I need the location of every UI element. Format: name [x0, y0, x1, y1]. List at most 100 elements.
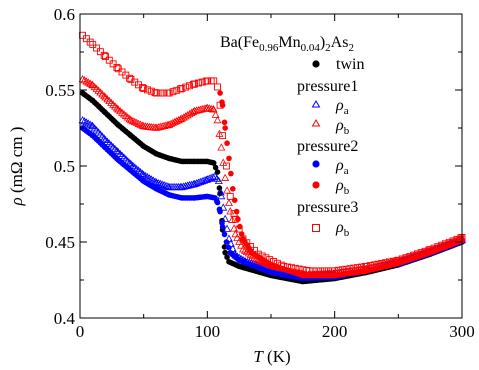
- data-point: [100, 51, 108, 59]
- data-point: [200, 176, 209, 184]
- data-point: [226, 155, 232, 162]
- legend-title-pressure3: pressure3: [297, 199, 358, 216]
- data-point: [217, 143, 226, 151]
- legend-label-p3-rho-b: ρb: [335, 219, 350, 239]
- legend-marker-p3-rho-b: [312, 224, 320, 232]
- data-point: [226, 192, 234, 200]
- data-point: [205, 104, 214, 112]
- data-point: [134, 119, 143, 127]
- data-point: [280, 262, 288, 270]
- data-point: [410, 251, 418, 259]
- data-point: [187, 180, 196, 188]
- data-point: [222, 249, 228, 256]
- data-point: [130, 117, 139, 126]
- data-point: [231, 215, 239, 223]
- data-point: [406, 252, 414, 260]
- data-point: [262, 254, 270, 262]
- data-point: [93, 44, 101, 52]
- data-point: [165, 89, 173, 97]
- data-point: [125, 158, 134, 167]
- data-point: [202, 175, 211, 183]
- data-point: [123, 113, 132, 121]
- data-point: [398, 255, 406, 263]
- data-point: [219, 132, 227, 140]
- data-point: [237, 223, 243, 230]
- data-point: [217, 90, 223, 96]
- legend-compound: Ba(Fe0.96Mn0.04)2As2: [220, 34, 354, 54]
- data-point: [144, 86, 151, 94]
- data-point: [160, 89, 168, 97]
- data-point: [394, 256, 402, 264]
- data-point: [96, 48, 104, 56]
- data-point: [100, 134, 109, 142]
- data-point: [187, 108, 196, 116]
- data-point: [417, 249, 425, 257]
- data-point: [136, 120, 145, 128]
- data-point: [179, 113, 188, 121]
- legend-label-p1-rho-b: ρb: [335, 117, 350, 137]
- data-point: [295, 265, 303, 273]
- data-point: [223, 186, 232, 194]
- data-point: [149, 176, 158, 184]
- data-point: [225, 198, 233, 207]
- data-point: [338, 266, 346, 274]
- data-point: [113, 64, 121, 71]
- data-point: [194, 79, 202, 87]
- data-point: [78, 74, 87, 83]
- series-layer: [78, 31, 466, 285]
- data-point: [203, 103, 212, 112]
- legend-title-pressure2: pressure2: [297, 138, 358, 155]
- data-point: [217, 208, 223, 215]
- data-point: [284, 263, 292, 271]
- data-point: [211, 110, 220, 118]
- data-point: [216, 188, 225, 196]
- series-twin: [79, 90, 465, 285]
- data-point: [189, 107, 198, 115]
- data-point: [128, 161, 137, 169]
- data-point: [258, 252, 266, 260]
- data-point: [231, 229, 240, 238]
- data-point: [221, 214, 230, 223]
- data-point: [228, 170, 234, 177]
- data-point: [134, 166, 143, 174]
- data-point: [100, 91, 109, 100]
- y-tick-label: 0.45: [45, 233, 75, 252]
- data-point: [317, 267, 325, 275]
- legend-marker-p1-rho-b: [311, 119, 321, 127]
- data-point: [239, 245, 247, 253]
- data-point: [223, 224, 232, 232]
- data-point: [426, 246, 434, 254]
- data-point: [86, 38, 94, 46]
- data-point: [105, 56, 113, 64]
- data-point: [287, 264, 295, 272]
- data-point: [168, 118, 177, 126]
- data-point: [209, 172, 218, 181]
- legend-label-twin: twin: [336, 56, 364, 73]
- data-point: [321, 267, 328, 275]
- data-point: [189, 80, 197, 88]
- data-point: [354, 264, 362, 272]
- data-point: [219, 102, 226, 108]
- data-point: [170, 117, 179, 126]
- data-point: [370, 261, 378, 269]
- data-point: [165, 120, 174, 128]
- data-point: [152, 89, 160, 97]
- data-point: [309, 267, 317, 275]
- data-point: [183, 111, 192, 119]
- legend-label-p1-rho-a: ρa: [335, 97, 349, 117]
- legend-marker-p2-rho-a: [312, 160, 320, 168]
- x-tick-label: 200: [322, 322, 348, 341]
- data-point: [136, 168, 145, 176]
- data-point: [342, 265, 350, 273]
- data-point: [237, 241, 246, 249]
- data-point: [151, 177, 160, 185]
- data-point: [138, 84, 146, 92]
- ticks-layer: [79, 13, 463, 319]
- data-point: [84, 119, 93, 127]
- legend-marker-twin: [312, 60, 320, 68]
- y-tick-label: 0.55: [45, 81, 75, 100]
- data-point: [210, 160, 217, 166]
- data-point: [191, 80, 199, 88]
- legend-marker-p2-rho-b: [312, 181, 320, 189]
